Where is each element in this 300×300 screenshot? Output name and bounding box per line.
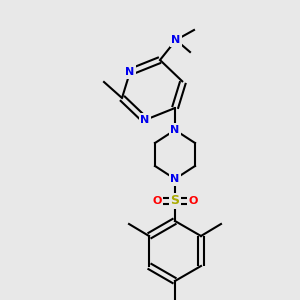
Text: N: N <box>170 174 180 184</box>
Text: N: N <box>170 125 180 135</box>
Text: S: S <box>170 194 179 208</box>
Text: N: N <box>140 115 150 125</box>
Text: N: N <box>125 67 135 77</box>
Text: N: N <box>171 35 181 45</box>
Text: O: O <box>188 196 198 206</box>
Text: O: O <box>152 196 162 206</box>
